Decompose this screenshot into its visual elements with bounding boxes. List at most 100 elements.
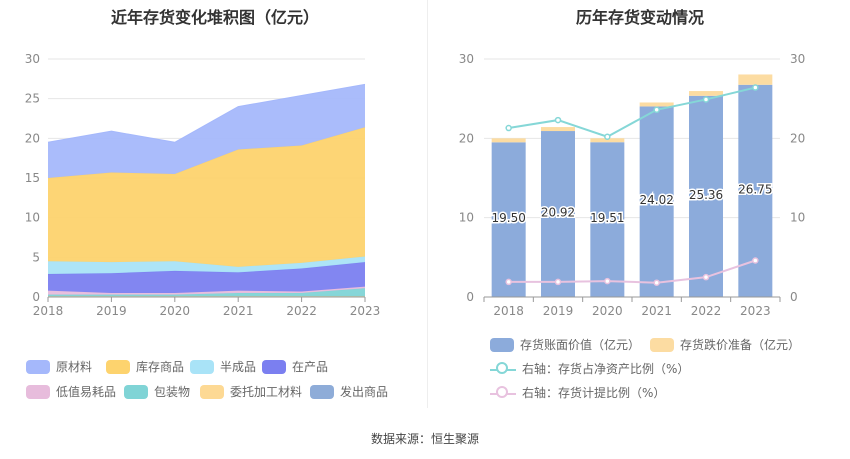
legend-swatch: [650, 337, 674, 352]
line-point: [604, 133, 611, 140]
legend-swatch: [124, 384, 148, 399]
legend-label: 委托加工材料: [230, 385, 303, 399]
line-point: [505, 124, 512, 132]
line-point: [554, 278, 562, 286]
bar-impairment: [639, 102, 674, 107]
x-tick-label: 2023: [740, 304, 771, 318]
bar-value-label: 19.50: [491, 211, 525, 225]
legend-item[interactable]: 原材料: [26, 358, 92, 375]
y-tick-label: 25: [25, 92, 40, 106]
legend-label: 在产品: [292, 360, 329, 374]
y-tick-label: 0: [466, 290, 474, 304]
bar-book-value: [689, 95, 723, 297]
legend-item[interactable]: 发出商品: [310, 383, 388, 400]
x-tick-label: 2020: [592, 304, 623, 318]
legend-item[interactable]: 存货账面价值（亿元）: [490, 336, 640, 353]
legend-item[interactable]: 存货跌价准备（亿元）: [650, 336, 800, 353]
legend-label: 库存商品: [136, 360, 185, 374]
panel-divider: [427, 0, 428, 408]
legend-label: 原材料: [56, 360, 93, 374]
y2-tick-label: 10: [790, 211, 805, 225]
bar-value-label: 25.36: [689, 188, 723, 202]
legend-label: 右轴：存货占净资产比例（%）: [522, 362, 690, 376]
area-series: [48, 288, 365, 297]
legend-label: 右轴：存货计提比例（%）: [522, 386, 666, 400]
bar-book-value: [639, 106, 674, 297]
bar-impairment: [590, 138, 625, 143]
y2-tick-label: 20: [790, 131, 805, 145]
y-tick-label: 30: [25, 52, 40, 66]
line-point: [702, 96, 710, 103]
line-series: [508, 259, 756, 284]
x-tick-label: 2018: [493, 304, 524, 318]
x-tick-label: 2021: [223, 304, 254, 318]
bar-book-value: [541, 131, 575, 297]
bar-impairment: [738, 74, 773, 85]
legend-item[interactable]: 右轴：存货占净资产比例（%）: [490, 360, 689, 377]
legend-swatch: [490, 337, 514, 352]
legend-item[interactable]: 库存商品: [106, 358, 184, 375]
y-tick-label: 20: [25, 131, 40, 145]
left-chart-title: 近年存货变化堆积图（亿元）: [110, 8, 319, 27]
line-point: [702, 273, 710, 281]
x-tick-label: 2018: [33, 304, 64, 318]
line-point: [752, 257, 759, 264]
line-point: [505, 278, 512, 286]
legend-item[interactable]: 半成品: [190, 358, 256, 375]
area-series: [48, 84, 365, 178]
legend-label: 半成品: [220, 360, 257, 374]
legend-label: 存货跌价准备（亿元）: [680, 338, 801, 352]
bar-book-value: [590, 142, 625, 297]
bar-impairment: [689, 91, 723, 96]
legend-label: 发出商品: [340, 385, 389, 399]
bar-impairment: [541, 127, 575, 132]
bar-value-label: 19.51: [590, 211, 624, 225]
data-source-note: 数据来源：恒生聚源: [370, 432, 479, 446]
legend-label: 存货账面价值（亿元）: [520, 338, 641, 352]
bar-book-value: [491, 142, 526, 297]
line-point: [554, 116, 562, 124]
line-point: [604, 277, 611, 285]
legend-label: 低值易耗品: [56, 385, 117, 399]
x-tick-label: 2022: [691, 304, 722, 318]
bar-value-label: 26.75: [738, 182, 772, 196]
legend-swatch: [262, 359, 286, 374]
area-series-edge: [47, 83, 366, 143]
legend-item[interactable]: 包装物: [124, 383, 190, 400]
legend-swatch: [490, 361, 516, 376]
bar-value-label: 24.02: [639, 193, 673, 207]
bar-impairment: [491, 138, 526, 143]
legend-swatch: [26, 359, 50, 374]
right-bar-line-chart: 0 10 20 30 0 10 20 30 2018 2019 2020 2021 2022 2023 19…: [459, 52, 806, 318]
line-point: [752, 84, 759, 91]
y-tick-label: 30: [459, 52, 474, 66]
legend-swatch: [490, 385, 516, 400]
legend-item[interactable]: 委托加工材料: [200, 383, 302, 400]
x-tick-label: 2020: [160, 304, 191, 318]
bar-value-label: 20.92: [541, 205, 575, 219]
legend-item[interactable]: 在产品: [262, 358, 328, 375]
x-tick-label: 2021: [641, 304, 672, 318]
legend-swatch: [310, 384, 334, 399]
y-tick-label: 15: [25, 171, 40, 185]
y-tick-label: 10: [459, 211, 474, 225]
legend-swatch: [106, 359, 130, 374]
x-tick-label: 2019: [96, 304, 127, 318]
legend-label: 包装物: [154, 385, 191, 399]
line-series: [508, 86, 756, 138]
y2-tick-label: 30: [790, 52, 805, 66]
legend-swatch: [26, 384, 50, 399]
legend-item[interactable]: 低值易耗品: [26, 383, 116, 400]
x-tick-label: 2023: [350, 304, 381, 318]
y-tick-label: 5: [32, 250, 40, 264]
line-point: [653, 106, 660, 114]
legend-item[interactable]: 右轴：存货计提比例（%）: [490, 384, 665, 401]
y2-tick-label: 0: [790, 290, 798, 304]
x-tick-label: 2022: [286, 304, 317, 318]
right-chart-title: 历年存货变动情况: [575, 8, 704, 27]
y-tick-label: 10: [25, 211, 40, 225]
line-point: [653, 279, 660, 286]
legend-swatch: [190, 359, 214, 374]
y-tick-label: 0: [32, 290, 40, 304]
area-series: [48, 286, 365, 295]
